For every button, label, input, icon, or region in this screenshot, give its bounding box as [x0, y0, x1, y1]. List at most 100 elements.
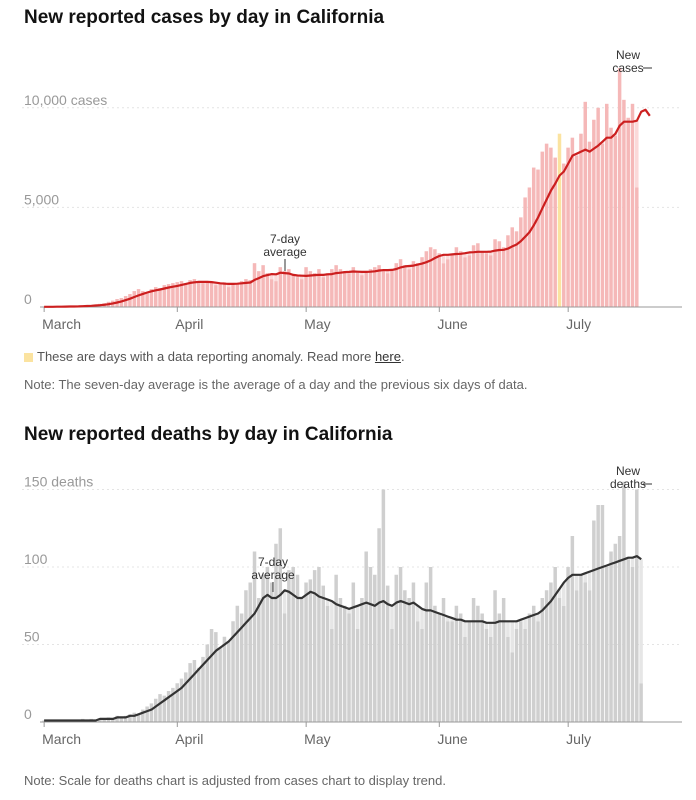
cases-bar: [308, 271, 313, 307]
cases-bar: [544, 143, 549, 307]
deaths-bar: [373, 574, 377, 722]
anomaly-swatch: [24, 353, 33, 362]
cases-bar: [403, 265, 407, 307]
cases-bar: [574, 155, 579, 307]
cases-bar: [325, 273, 330, 307]
cases-bar: [570, 137, 575, 307]
cases-bar: [274, 281, 278, 307]
cases-bar: [239, 281, 244, 307]
cases-bar: [218, 283, 222, 307]
deaths-y-tick-label: 150 deaths: [24, 474, 93, 490]
cases-bar: [291, 275, 295, 307]
deaths-bar: [252, 551, 257, 722]
cases-bar: [540, 151, 545, 307]
deaths-bar: [583, 582, 588, 722]
cases-bar: [188, 280, 192, 307]
deaths-bar: [132, 712, 136, 722]
cases-x-tick-label: March: [42, 316, 81, 332]
cases-bars-annotation: New: [616, 48, 640, 62]
cases-bar: [300, 279, 304, 307]
cases-bar: [454, 247, 459, 307]
deaths-bar: [265, 567, 270, 722]
deaths-bar: [368, 567, 373, 722]
deaths-bar: [600, 505, 605, 722]
cases-bar: [609, 127, 613, 307]
cases-bar: [501, 247, 506, 307]
cases-bar: [626, 117, 630, 307]
deaths-bar: [501, 598, 506, 722]
cases-bar: [158, 288, 162, 307]
cases-bar: [287, 269, 291, 307]
deaths-bar: [596, 505, 600, 722]
cases-chart-title: New reported cases by day in California: [24, 7, 385, 28]
deaths-bar: [454, 605, 459, 722]
deaths-bar: [355, 629, 360, 722]
cases-bar: [368, 269, 373, 307]
deaths-bar: [463, 636, 467, 722]
cases-bar: [592, 119, 596, 307]
deaths-bar: [295, 574, 300, 722]
cases-bar: [166, 284, 171, 307]
deaths-bar-gap: [506, 621, 510, 637]
deaths-bar: [115, 715, 119, 722]
cases-bar: [226, 287, 231, 307]
deaths-bar: [257, 598, 261, 722]
deaths-bar: [153, 698, 158, 722]
deaths-bar: [171, 687, 175, 722]
deaths-bar: [85, 720, 89, 722]
deaths-bar: [128, 714, 132, 722]
cases-bar: [196, 282, 201, 307]
deaths-bar: [325, 605, 330, 722]
deaths-bar: [201, 656, 205, 722]
deaths-bar: [574, 590, 579, 722]
anomaly-legend-text: These are days with a data reporting ano…: [37, 349, 375, 364]
deaths-bar: [579, 574, 583, 722]
cases-bar: [205, 281, 210, 307]
deaths-bar: [166, 691, 171, 722]
cases-bar: [162, 285, 167, 307]
deaths-bar: [493, 590, 497, 722]
cases-bar: [347, 273, 351, 307]
cases-x-tick-label: July: [566, 316, 591, 332]
deaths-bar: [489, 636, 493, 722]
deaths-bar: [527, 613, 532, 722]
deaths-bar: [562, 605, 566, 722]
deaths-bar: [59, 720, 63, 722]
cases-bar: [519, 217, 523, 307]
cases-bar: [493, 239, 497, 307]
cases-bar: [149, 289, 154, 307]
deaths-bar: [205, 644, 210, 722]
deaths-bar: [557, 598, 562, 722]
cases-bar: [265, 273, 270, 307]
deaths-bar: [635, 489, 639, 722]
cases-bar: [136, 289, 141, 307]
cases-bar: [222, 282, 227, 307]
cases-bar: [553, 157, 557, 307]
deaths-bar: [411, 582, 416, 722]
cases-bar: [437, 253, 441, 307]
deaths-bar: [274, 543, 278, 722]
read-more-link[interactable]: here: [374, 349, 401, 364]
cases-bar: [458, 251, 463, 307]
cases-bar-gap: [467, 252, 472, 256]
cases-bar-gap: [269, 274, 274, 280]
deaths-bar: [471, 598, 476, 722]
deaths-bar: [587, 590, 592, 722]
cases-bar: [373, 267, 377, 307]
deaths-bar: [68, 720, 72, 722]
deaths-bar: [158, 694, 162, 722]
deaths-bar: [80, 718, 85, 722]
cases-bar: [630, 103, 635, 307]
deaths-bar: [476, 605, 480, 722]
deaths-bar: [179, 678, 184, 722]
deaths-bar-gap: [347, 608, 351, 614]
deaths-bar: [218, 647, 222, 722]
cases-bar: [527, 187, 532, 307]
deaths-bar: [360, 598, 364, 722]
deaths-bar: [626, 559, 630, 722]
cases-bar: [123, 296, 128, 307]
cases-bar: [484, 253, 489, 307]
cases-bar: [184, 283, 188, 307]
cases-bar: [450, 255, 454, 307]
cases-bar: [179, 281, 184, 307]
